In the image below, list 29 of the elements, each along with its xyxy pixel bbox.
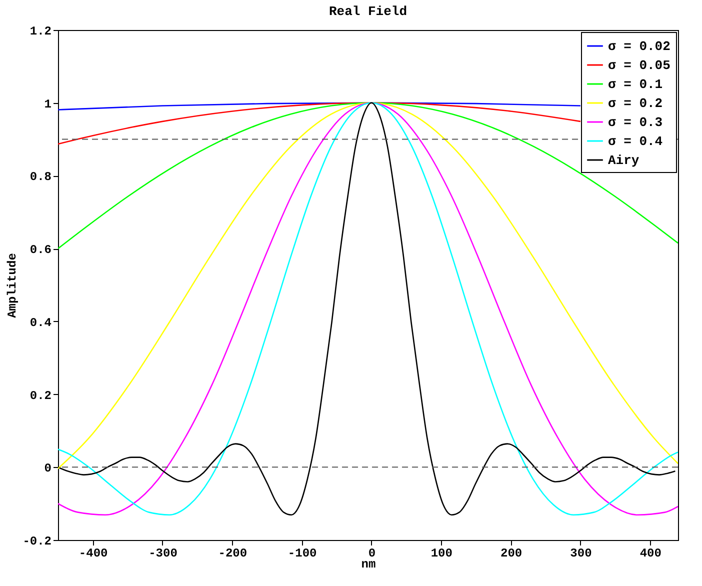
x-axis-title: nm <box>361 558 376 572</box>
legend-label: σ = 0.1 <box>608 77 663 92</box>
x-tick-label: 200 <box>500 546 522 560</box>
chart-title: Real Field <box>328 4 408 19</box>
line-series <box>58 102 582 145</box>
y-axis-title: Amplitude <box>6 253 20 318</box>
x-tick-label: 400 <box>640 546 662 560</box>
y-tick-label: 1.2 <box>30 24 52 38</box>
y-tick-label: 1 <box>44 97 52 112</box>
x-tick-label: -200 <box>218 546 248 560</box>
x-tick-label: -300 <box>148 546 178 560</box>
legend-label: σ = 0.3 <box>608 115 663 130</box>
x-tick-label: 100 <box>430 546 452 560</box>
y-tick-label: 0.6 <box>30 243 52 258</box>
y-tick-label: 0.8 <box>30 170 52 184</box>
x-tick-label: -100 <box>288 546 317 560</box>
y-tick-label: -0.2 <box>22 534 52 548</box>
y-tick-label: 0.2 <box>30 388 52 403</box>
legend-label: Airy <box>608 153 640 168</box>
x-tick-label: 300 <box>570 546 592 560</box>
line-series <box>58 102 582 110</box>
x-tick-label: -400 <box>78 546 108 560</box>
legend-label: σ = 0.2 <box>608 96 663 111</box>
legend-label: σ = 0.05 <box>608 58 671 73</box>
x-tick-label: 0 <box>368 546 376 560</box>
legend-label: σ = 0.02 <box>608 39 671 54</box>
y-tick-label: 0.4 <box>30 316 52 330</box>
y-tick-label: 0 <box>44 462 52 476</box>
legend-label: σ = 0.4 <box>608 134 663 149</box>
